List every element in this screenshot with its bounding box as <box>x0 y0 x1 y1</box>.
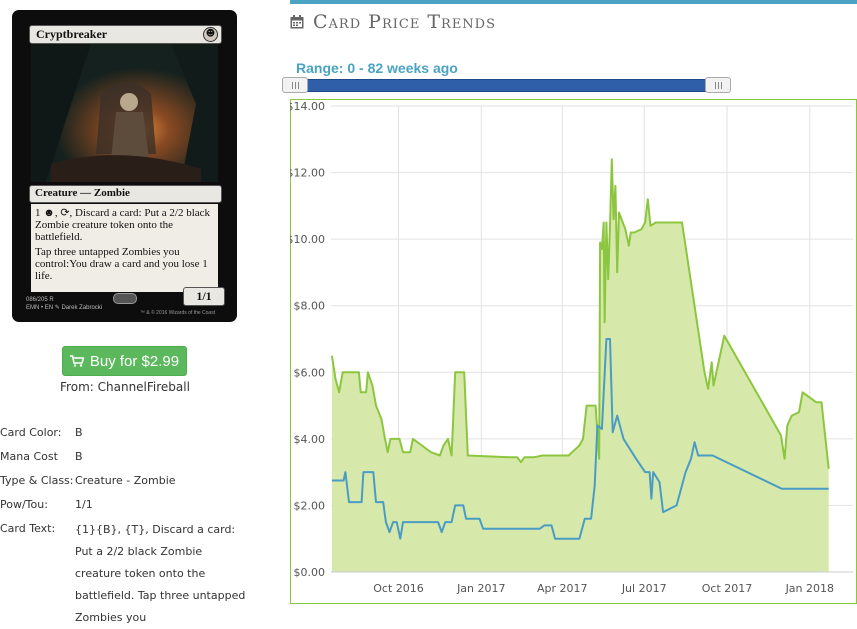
buy-button-label: Buy for $2.99 <box>89 352 180 370</box>
set-symbol-icon <box>113 293 137 304</box>
detail-value-mana-cost: B <box>75 450 83 463</box>
plot-area <box>330 105 853 573</box>
detail-label-mana-cost: Mana Cost <box>0 450 58 463</box>
x-tick-label: Jul 2017 <box>621 582 667 595</box>
x-tick-label: Oct 2016 <box>373 582 424 595</box>
series-0-line <box>330 158 830 469</box>
section-top-border <box>290 0 857 4</box>
x-tick-label: Jan 2017 <box>456 582 505 595</box>
card-rules-ability-2: Tap three untapped Zombies you control:Y… <box>35 246 208 282</box>
card-name: Cryptbreaker <box>36 27 108 41</box>
y-tick-label: $8.00 <box>294 300 326 313</box>
buy-button[interactable]: Buy for $2.99 <box>62 346 187 376</box>
vendor-label: From: ChannelFireball <box>60 380 190 394</box>
x-tick-label: Oct 2017 <box>702 582 753 595</box>
card-text-box: 1 ☻, ⟳, Discard a card: Put a 2/2 black … <box>31 204 218 292</box>
x-tick-label: Apr 2017 <box>537 582 588 595</box>
trends-title: Card Price Trends <box>313 11 497 33</box>
price-chart: Oct 2016 Jan 2017 Apr 2017 Jul 2017 Oct 2017… <box>290 99 857 604</box>
card-artwork-icon <box>31 44 218 182</box>
card-art <box>31 44 218 182</box>
x-axis: Oct 2016 Jan 2017 Apr 2017 Jul 2017 Oct 2017… <box>373 582 834 595</box>
detail-value-pow-tou: 1/1 <box>75 498 93 511</box>
detail-value-type-class: Creature - Zombie <box>75 474 176 487</box>
detail-label-pow-tou: Pow/Tou: <box>0 498 48 511</box>
y-tick-label: $14.00 <box>290 100 325 113</box>
calendar-icon <box>290 15 304 29</box>
y-tick-label: $0.00 <box>294 566 326 579</box>
detail-value-card-text: {1}{B}, {T}, Discard a card: Put a 2/2 b… <box>75 523 246 624</box>
card-type-line: Creature — Zombie <box>35 187 130 199</box>
skull-mana-icon: ☻ <box>203 27 218 42</box>
range-label: Range: 0 - 82 weeks ago <box>296 60 458 76</box>
detail-value-card-color: B <box>75 426 83 439</box>
y-tick-label: $12.00 <box>290 167 325 180</box>
y-tick-label: $10.00 <box>290 233 325 246</box>
series-0-area <box>331 159 829 573</box>
card-copyright: ™ & © 2016 Wizards of the Coast <box>140 310 216 316</box>
card-name-bar: Cryptbreaker ☻ <box>29 25 222 44</box>
range-slider-handle-end[interactable] <box>705 77 731 93</box>
shopping-cart-icon <box>69 355 84 367</box>
card-footer: 086/205 R EMN • EN ✎ Darek Zabrocki <box>26 296 176 312</box>
detail-label-type-class: Type & Class: <box>0 474 74 487</box>
y-tick-label: $6.00 <box>294 366 326 379</box>
card-image: Cryptbreaker ☻ Creature — Zombie 1 ☻, ⟳ <box>12 10 237 322</box>
y-axis: $0.00 $2.00 $4.00 $6.00 $8.00 $10.00 $12.00 $14… <box>290 100 325 579</box>
series-1-line <box>331 338 829 540</box>
card-collector-number: 086/205 R <box>26 297 54 303</box>
card-rules-ability-1: 1 ☻, ⟳, Discard a card: Put a 2/2 black … <box>35 207 211 243</box>
y-tick-label: $2.00 <box>294 499 326 512</box>
y-tick-label: $4.00 <box>294 433 326 446</box>
range-slider-handle-start[interactable] <box>282 77 308 93</box>
x-tick-label: Jan 2018 <box>785 582 834 595</box>
card-type-bar: Creature — Zombie <box>29 185 222 203</box>
detail-label-card-text: Card Text: <box>0 522 56 535</box>
range-slider-track[interactable] <box>290 79 730 92</box>
card-power-toughness: 1/1 <box>183 287 225 306</box>
detail-label-card-color: Card Color: <box>0 426 62 439</box>
card-artist-line: EMN • EN ✎ Darek Zabrocki <box>26 305 103 311</box>
